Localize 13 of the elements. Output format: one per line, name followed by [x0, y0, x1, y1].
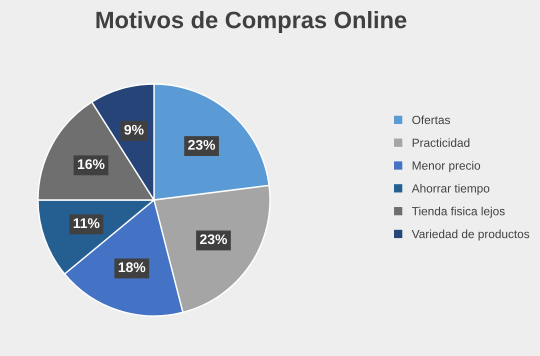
legend-label: Practicidad [412, 138, 470, 147]
data-label: 16% [78, 159, 105, 170]
chart-title: Motivos de Compras Online [96, 10, 406, 34]
data-label: 23% [188, 140, 216, 150]
legend-label: Menor precio [412, 161, 480, 172]
legend-label: Tienda fisica lejos [412, 206, 505, 218]
legend-label: Ofertas [412, 115, 450, 124]
data-label: 23% [200, 234, 228, 244]
data-label: 11% [74, 218, 100, 228]
legend-label: Variedad de productos [412, 230, 530, 241]
data-label: 9% [124, 124, 144, 135]
legend-label: Ahorrar tiempo [412, 184, 490, 195]
data-label: 18% [118, 262, 146, 272]
